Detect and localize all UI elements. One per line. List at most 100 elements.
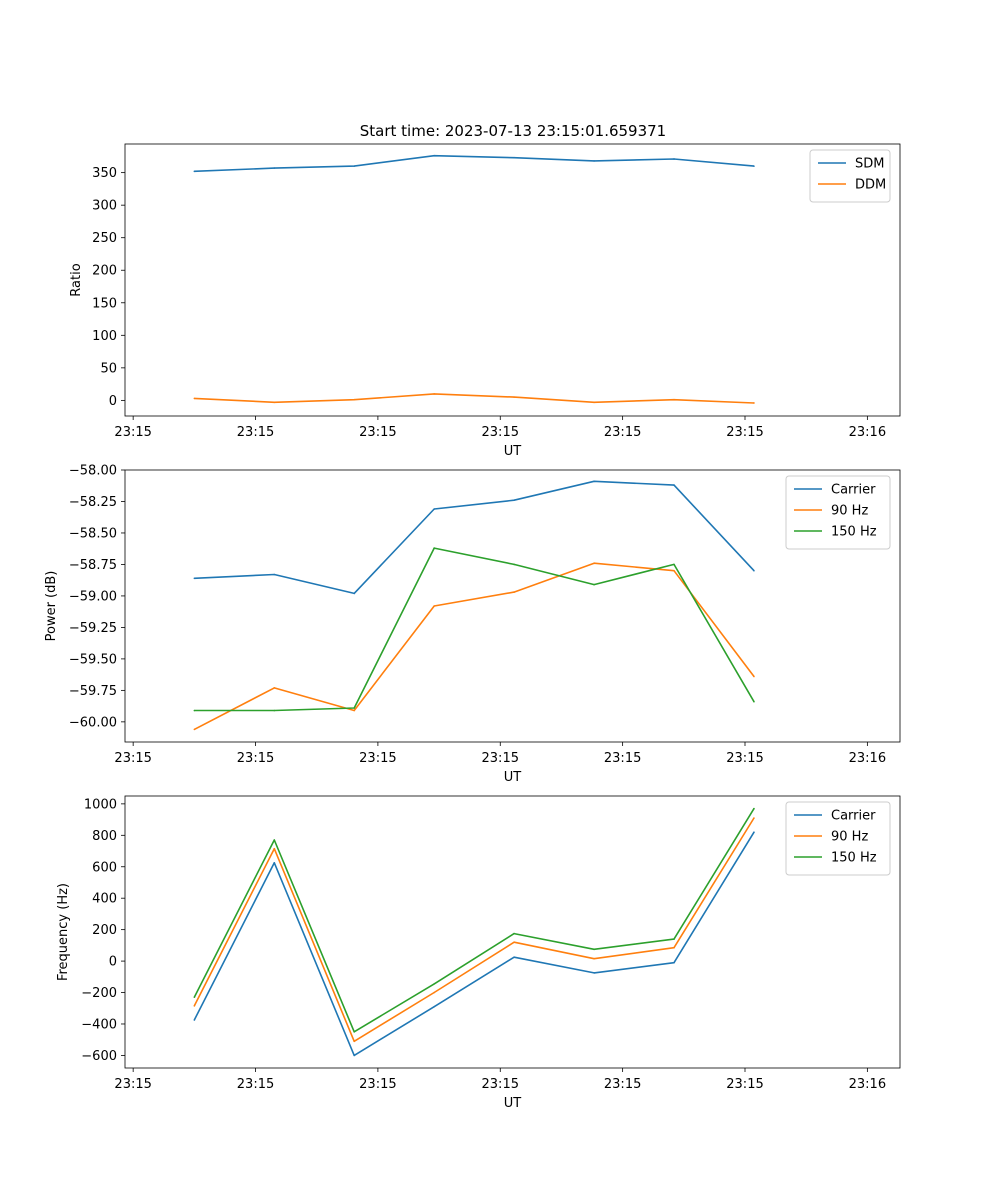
y-tick-label: 0 — [109, 394, 117, 409]
y-tick-label: 400 — [92, 892, 117, 907]
data-point — [193, 728, 196, 731]
data-point — [593, 401, 595, 404]
x-tick-label: 23:15 — [359, 751, 396, 766]
y-tick-label: −59.25 — [69, 621, 117, 636]
y-tick-label: −200 — [81, 986, 117, 1001]
data-point — [353, 707, 356, 709]
data-point — [513, 591, 515, 593]
legend: Carrier 90 Hz 150 Hz — [785, 475, 891, 550]
data-point — [753, 831, 755, 833]
data-point — [513, 932, 515, 935]
data-point — [193, 397, 196, 400]
x-tick-label: 23:15 — [237, 425, 274, 440]
data-point — [513, 563, 515, 566]
y-tick-label: −59.50 — [69, 652, 117, 667]
x-axis-label: UT — [504, 770, 522, 785]
data-point — [593, 972, 595, 974]
subplot-3: 23:15 23:15 23:15 23:15 23:15 23:15 23:16 −600 −… — [56, 795, 901, 1111]
series-line-150-hz — [193, 808, 755, 1033]
series-line-150-hz — [194, 547, 755, 712]
y-axis-label: Ratio — [69, 263, 84, 296]
data-point — [353, 592, 356, 595]
x-tick-label: 23:15 — [604, 1077, 641, 1092]
x-tick-label: 23:15 — [726, 751, 763, 766]
data-point — [433, 547, 435, 549]
x-tick-label: 23:15 — [482, 751, 519, 766]
x-tick-label: 23:16 — [849, 425, 886, 440]
series-line-carrier — [194, 480, 755, 595]
y-tick-label: 250 — [92, 231, 117, 246]
y-tick-label: −58.75 — [69, 558, 117, 573]
data-point — [753, 700, 755, 703]
data-point — [353, 1040, 356, 1043]
data-point — [513, 499, 515, 502]
y-tick-label: 100 — [92, 329, 117, 344]
data-point — [753, 675, 755, 678]
x-tick-label: 23:15 — [482, 1077, 519, 1092]
y-tick-label: 0 — [109, 955, 117, 970]
y-tick-label: −58.00 — [69, 464, 117, 479]
x-tick-label: 23:15 — [359, 425, 396, 440]
y-tick-label: −59.75 — [69, 684, 117, 699]
y-tick-label: 300 — [92, 199, 117, 214]
data-point — [753, 569, 755, 572]
data-point — [593, 957, 595, 960]
data-point — [193, 1019, 196, 1021]
legend: SDM DDM — [809, 149, 891, 203]
x-tick-label: 23:15 — [482, 425, 519, 440]
data-point — [193, 577, 196, 580]
data-point — [433, 154, 435, 157]
data-point — [513, 156, 515, 159]
data-point — [433, 508, 435, 510]
x-tick-label: 23:16 — [849, 1077, 886, 1092]
legend-label: 150 Hz — [831, 851, 877, 866]
y-tick-label: 350 — [92, 166, 117, 181]
data-point — [353, 398, 356, 401]
data-point — [753, 807, 755, 810]
data-point — [593, 562, 595, 564]
legend-label: 90 Hz — [831, 830, 868, 845]
legend-label: Carrier — [831, 809, 876, 824]
subplot-2: 23:15 23:15 23:15 23:15 23:15 23:15 23:16 −60.0… — [44, 464, 901, 785]
series-line-90-hz — [193, 817, 755, 1043]
axes-frame — [124, 795, 901, 1069]
data-point — [673, 484, 675, 486]
y-axis-label: Frequency (Hz) — [56, 883, 71, 981]
y-tick-label: 50 — [100, 361, 117, 376]
y-tick-label: 150 — [92, 296, 117, 311]
legend-label: SDM — [855, 157, 884, 172]
data-point — [673, 946, 675, 949]
data-point — [273, 573, 276, 576]
series-line-90-hz — [193, 562, 755, 731]
y-tick-label: −59.00 — [69, 589, 117, 604]
y-tick-label: −400 — [81, 1017, 117, 1032]
y-tick-label: −58.25 — [69, 495, 117, 510]
y-tick-label: 1000 — [84, 797, 117, 812]
legend-label: 150 Hz — [831, 525, 877, 540]
y-tick-label: −60.00 — [69, 715, 117, 730]
x-tick-label: 23:15 — [237, 751, 274, 766]
legend-label: DDM — [855, 178, 886, 193]
plots-group: 23:15 23:15 23:15 23:15 23:15 23:15 23:16 0 50 10… — [44, 143, 901, 1111]
data-point — [433, 991, 435, 994]
x-tick-label: 23:15 — [604, 751, 641, 766]
data-point — [513, 956, 515, 958]
data-point — [753, 817, 755, 819]
data-point — [513, 941, 515, 944]
x-tick-label: 23:15 — [114, 425, 151, 440]
y-tick-label: 800 — [92, 829, 117, 844]
series-line-sdm — [194, 154, 755, 173]
x-tick-label: 23:15 — [237, 1077, 274, 1092]
data-point — [673, 569, 675, 572]
x-tick-label: 23:15 — [114, 751, 151, 766]
data-point — [753, 402, 755, 404]
x-tick-label: 23:15 — [114, 1077, 151, 1092]
data-point — [273, 839, 276, 841]
y-tick-label: −58.50 — [69, 526, 117, 541]
data-point — [273, 401, 276, 404]
data-point — [353, 165, 356, 167]
data-point — [353, 709, 356, 712]
y-tick-label: −600 — [81, 1049, 117, 1064]
series-line-ddm — [194, 393, 755, 404]
